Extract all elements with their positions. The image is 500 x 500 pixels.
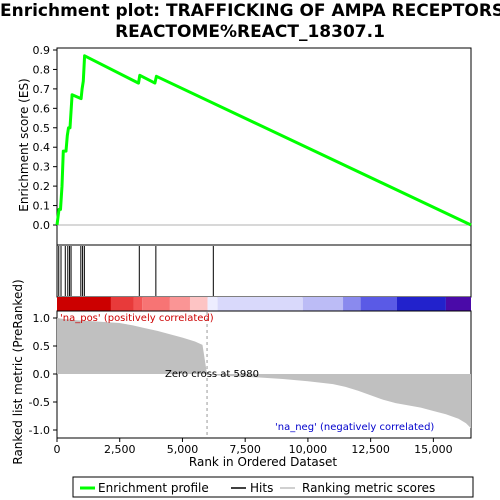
metric-y-tick-label: -1.0 xyxy=(29,424,50,437)
ranking-color-bar xyxy=(57,297,471,311)
ranking-metric-area xyxy=(57,318,471,429)
hits-layer xyxy=(58,246,214,296)
zero-cross-label: Zero cross at 5980 xyxy=(165,369,259,380)
color-bar-segment xyxy=(57,297,111,311)
legend-item-hits: Hits xyxy=(231,481,273,495)
es-y-axis-label: Enrichment score (ES) xyxy=(17,78,31,211)
color-bar-segment xyxy=(360,297,397,311)
hits-panel-frame xyxy=(56,244,472,298)
enrichment-profile-line xyxy=(55,54,472,227)
color-bar-segment xyxy=(169,297,190,311)
es-y-tick-label: 0.3 xyxy=(33,161,51,174)
color-bar-segment xyxy=(133,297,143,311)
metric-y-tick-label: 0.0 xyxy=(33,368,51,381)
color-bar-segment xyxy=(445,297,471,311)
x-tick-label: 2,500 xyxy=(104,443,136,456)
x-tick-label: 0 xyxy=(54,443,61,456)
color-bar-segment xyxy=(110,297,134,311)
color-bar-segment xyxy=(142,297,170,311)
metric-y-tick-label: -0.5 xyxy=(29,396,50,409)
es-y-axis: 0.0 0.1 0.2 0.3 0.4 0.5 0.6 0.7 0.8 0.9 xyxy=(33,44,57,232)
color-bar-segment xyxy=(302,297,344,311)
metric-x-axis: 0 2,500 5,000 7,500 10,000 12,500 15,000 xyxy=(54,438,453,456)
metric-layer xyxy=(57,312,471,437)
color-bar-segment xyxy=(396,297,446,311)
legend-item-enrichment: Enrichment profile xyxy=(80,481,209,495)
x-tick-label: 7,500 xyxy=(229,443,261,456)
legend-item-ranking: Ranking metric scores xyxy=(280,481,435,495)
neg-correlated-label: 'na_neg' (negatively correlated) xyxy=(275,422,434,433)
x-axis-label: Rank in Ordered Dataset xyxy=(189,455,337,469)
x-tick-label: 12,500 xyxy=(351,443,390,456)
legend-label-ranking: Ranking metric scores xyxy=(302,481,435,495)
metric-y-axis: -1.0 -0.5 0.0 0.5 1.0 xyxy=(29,312,57,437)
legend-label-enrichment: Enrichment profile xyxy=(98,481,209,495)
es-y-tick-label: 0.5 xyxy=(33,122,51,135)
color-bar-segment xyxy=(217,297,303,311)
metric-y-tick-label: 1.0 xyxy=(33,312,51,325)
legend-label-hits: Hits xyxy=(250,481,273,495)
color-bar-segment xyxy=(207,297,218,311)
es-y-tick-label: 0.4 xyxy=(33,141,51,154)
pos-correlated-label: 'na_pos' (positively correlated) xyxy=(60,313,214,324)
color-bar-segment xyxy=(343,297,361,311)
es-y-tick-label: 0.6 xyxy=(33,102,51,115)
x-tick-label: 5,000 xyxy=(167,443,199,456)
es-y-tick-label: 0.0 xyxy=(33,219,51,232)
metric-y-tick-label: 0.5 xyxy=(33,340,51,353)
es-y-tick-label: 0.7 xyxy=(33,83,51,96)
metric-y-axis-label: Ranked list metric (PreRanked) xyxy=(11,279,25,464)
legend-box xyxy=(72,476,474,498)
x-tick-label: 15,000 xyxy=(414,443,453,456)
x-tick-label: 10,000 xyxy=(289,443,328,456)
es-y-tick-label: 0.8 xyxy=(33,63,51,76)
es-panel-frame xyxy=(56,47,472,246)
es-y-tick-label: 0.9 xyxy=(33,44,51,57)
es-y-tick-label: 0.2 xyxy=(33,180,51,193)
es-y-tick-label: 0.1 xyxy=(33,200,51,213)
chart-title-line1: Enrichment plot: TRAFFICKING OF AMPA REC… xyxy=(0,1,500,21)
es-profile-layer xyxy=(55,54,472,227)
color-bar-segment xyxy=(189,297,208,311)
chart-title-line2: REACTOME%REACT_18307.1 xyxy=(115,22,385,42)
